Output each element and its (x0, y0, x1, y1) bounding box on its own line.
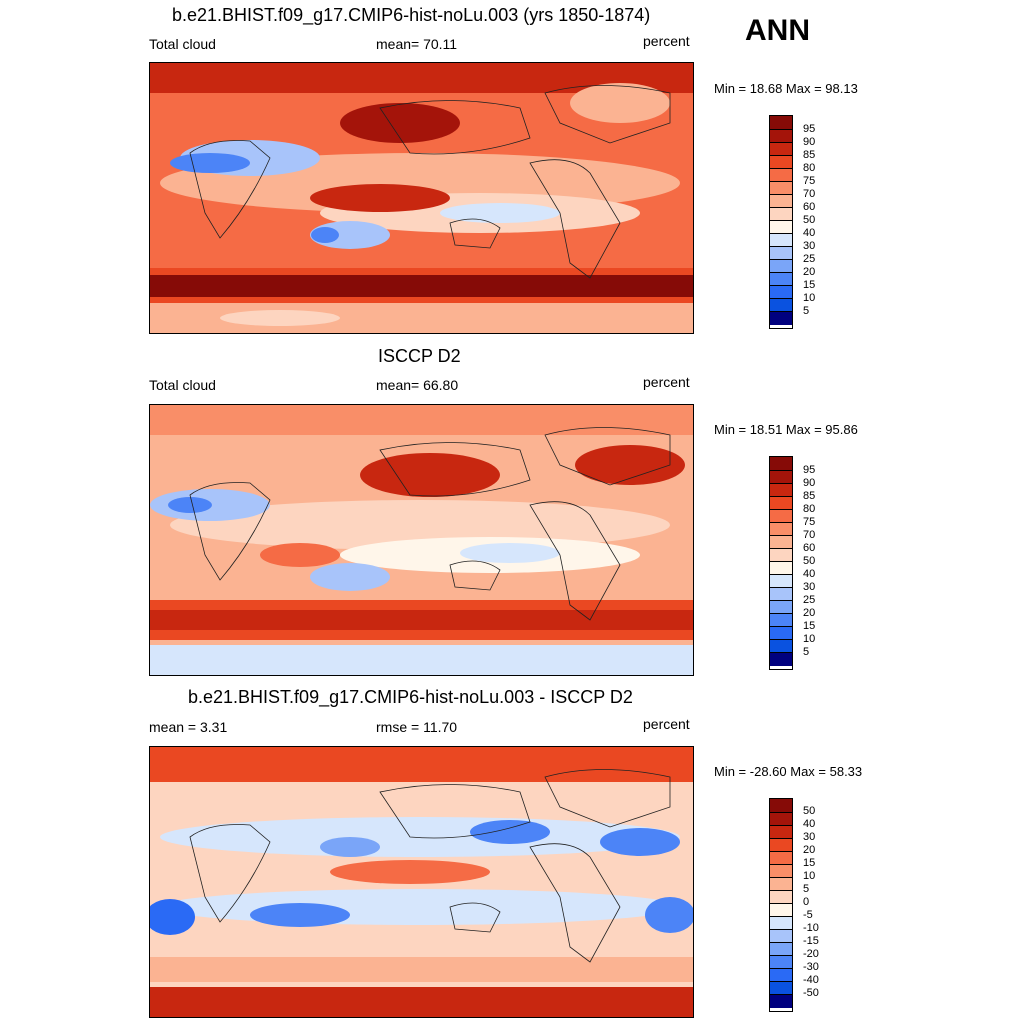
panel1-colorbar-tick: 85 (803, 149, 816, 161)
panel3-colorbar-tick: -50 (803, 987, 819, 999)
panel1-colorbar-tick: 50 (803, 214, 816, 226)
panel3-colorbar-tick: 10 (803, 870, 816, 882)
panel1-colorbar-tick: 15 (803, 279, 816, 291)
panel3-colorbar (769, 798, 793, 1012)
panel2-colorbar-tick: 50 (803, 555, 816, 567)
panel1-title: b.e21.BHIST.f09_g17.CMIP6-hist-noLu.003 … (172, 5, 651, 25)
panel1-colorbar-tick: 30 (803, 240, 816, 252)
panel1-variable-label: Total cloud (149, 36, 216, 52)
panel1-colorbar-tick: 40 (803, 227, 816, 239)
panel3-title: b.e21.BHIST.f09_g17.CMIP6-hist-noLu.003 … (188, 687, 633, 707)
panel2-colorbar-tick: 60 (803, 542, 816, 554)
panel1-colorbar-tick: 60 (803, 201, 816, 213)
panel2-mean-label: mean= 66.80 (376, 377, 459, 393)
panel3-colorbar-tick: 20 (803, 844, 816, 856)
panel3-rmse-label: rmse = 11.70 (376, 719, 458, 735)
panel1-colorbar-tick: 25 (803, 253, 816, 265)
panel3-minmax-label: Min = -28.60 Max = 58.33 (714, 764, 863, 779)
panel3-colorbar-tick: -5 (803, 909, 813, 921)
panel2-colorbar-tick: 90 (803, 477, 816, 489)
panel2-colorbar (769, 456, 793, 670)
panel2-units-label: percent (643, 374, 690, 390)
panel1-colorbar (769, 115, 793, 329)
panel2-colorbar-tick: 15 (803, 620, 816, 632)
panel2-colorbar-tick: 20 (803, 607, 816, 619)
panel1-colorbar-tick: 10 (803, 292, 816, 304)
panel2-minmax-label: Min = 18.51 Max = 95.86 (714, 422, 858, 437)
panel1-units-label: percent (643, 33, 690, 49)
panel3-colorbar-tick: 15 (803, 857, 816, 869)
panel1-colorbar-tick: 5 (803, 305, 810, 317)
panel3-colorbar-tick: -30 (803, 961, 819, 973)
panel2-colorbar-tick: 25 (803, 594, 816, 606)
panel1-colorbar-tick: 80 (803, 162, 816, 174)
panel1-map (149, 62, 694, 334)
panel2-variable-label: Total cloud (149, 377, 216, 393)
panel1-minmax-label: Min = 18.68 Max = 98.13 (714, 81, 858, 96)
panel1-colorbar-tick: 20 (803, 266, 816, 278)
panel3-colorbar-tick: 0 (803, 896, 810, 908)
panel3-mean-label: mean = 3.31 (149, 719, 228, 735)
panel2-colorbar-tick: 10 (803, 633, 816, 645)
panel1-colorbar-tick: 75 (803, 175, 816, 187)
panel2-map (149, 404, 694, 676)
season-label: ANN (745, 14, 810, 47)
panel2-colorbar-tick: 95 (803, 464, 816, 476)
panel3-colorbar-tick: -10 (803, 922, 819, 934)
panel3-colorbar-tick: -15 (803, 935, 819, 947)
panel3-colorbar-tick: 40 (803, 818, 816, 830)
panel2-colorbar-tick: 70 (803, 529, 816, 541)
panel2-colorbar-tick: 75 (803, 516, 816, 528)
panel1-colorbar-tick: 95 (803, 123, 816, 135)
panel2-colorbar-tick: 40 (803, 568, 816, 580)
panel1-colorbar-tick: 90 (803, 136, 816, 148)
panel3-map (149, 746, 694, 1018)
panel2-title: ISCCP D2 (378, 346, 461, 366)
panel1-colorbar-tick: 70 (803, 188, 816, 200)
panel3-colorbar-tick: 50 (803, 805, 816, 817)
panel2-colorbar-tick: 30 (803, 581, 816, 593)
panel3-colorbar-tick: 30 (803, 831, 816, 843)
panel3-colorbar-tick: -40 (803, 974, 819, 986)
panel3-units-label: percent (643, 716, 690, 732)
panel2-colorbar-tick: 85 (803, 490, 816, 502)
panel3-colorbar-tick: 5 (803, 883, 810, 895)
panel1-mean-label: mean= 70.11 (376, 36, 458, 52)
panel3-colorbar-tick: -20 (803, 948, 819, 960)
panel2-colorbar-tick: 80 (803, 503, 816, 515)
panel2-colorbar-tick: 5 (803, 646, 810, 658)
